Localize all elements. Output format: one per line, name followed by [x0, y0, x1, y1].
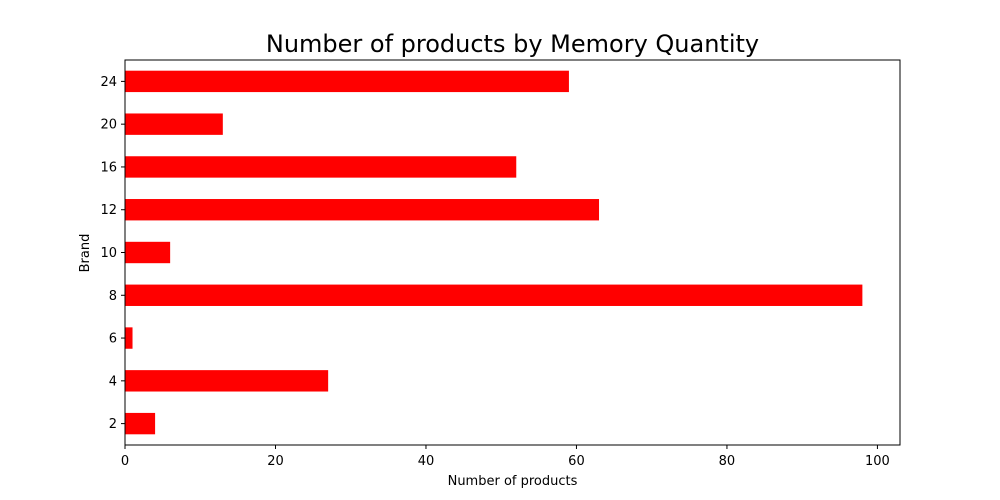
bar-2	[125, 412, 156, 435]
chart-title: Number of products by Memory Quantity	[266, 30, 759, 58]
bar-6	[125, 327, 133, 349]
y-tick-label: 2	[109, 417, 117, 432]
bar-20	[125, 113, 223, 135]
y-tick-label: 8	[109, 289, 117, 304]
y-tick-label: 6	[109, 332, 117, 347]
bar-16	[125, 156, 517, 178]
x-tick-label: 80	[719, 454, 736, 469]
y-tick-label: 10	[100, 246, 117, 261]
y-axis-label: Brand	[78, 234, 93, 273]
y-tick-label: 24	[100, 75, 117, 90]
plot-area	[124, 59, 901, 446]
x-tick-label: 100	[865, 454, 890, 469]
bar-12	[125, 199, 600, 221]
bar-10	[125, 241, 171, 264]
y-tick-label: 12	[100, 203, 117, 218]
y-tick-label: 20	[100, 118, 117, 133]
bar-24	[125, 70, 569, 93]
x-tick-label: 40	[418, 454, 435, 469]
y-tick-label: 16	[100, 160, 117, 175]
bars-group	[125, 70, 863, 435]
y-tick-label: 4	[109, 374, 117, 389]
x-tick-label: 0	[121, 454, 129, 469]
plot-frame	[124, 59, 901, 446]
x-tick-label: 20	[267, 454, 284, 469]
x-tick-label: 60	[568, 454, 585, 469]
x-axis-label: Number of products	[448, 474, 578, 489]
x-axis-ticks: 0 20 40 60 80 100	[121, 445, 890, 469]
bar-8	[125, 284, 863, 306]
bar-4	[125, 370, 329, 392]
